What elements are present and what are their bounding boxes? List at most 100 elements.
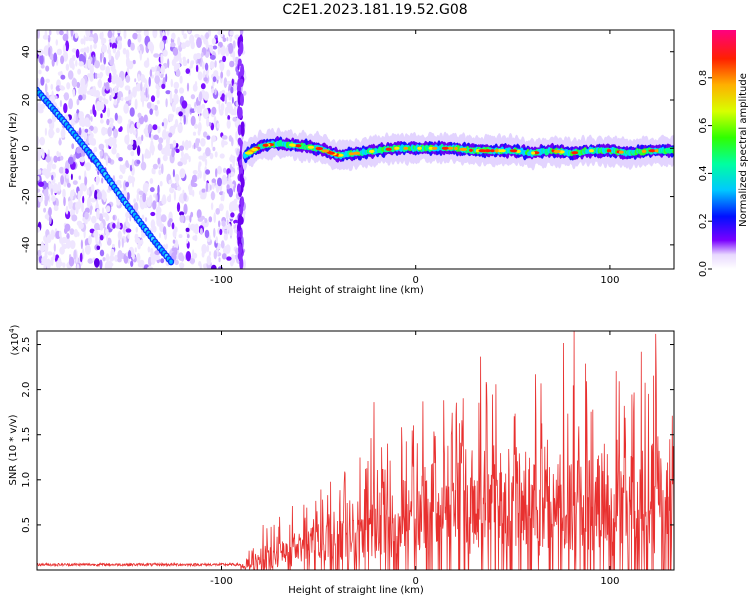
noise-speckle: [111, 147, 117, 155]
noise-speckle: [188, 30, 191, 34]
snr-y-multiplier: (x104): [8, 324, 21, 355]
noise-speckle: [171, 147, 175, 158]
noise-speckle: [143, 83, 147, 92]
noise-speckle: [82, 195, 85, 204]
noise-speckle: [37, 48, 44, 56]
band-hotspot: [428, 146, 434, 150]
noise-speckle: [53, 205, 59, 212]
noise-speckle: [44, 127, 48, 136]
noise-speckle: [157, 184, 160, 195]
noise-speckle: [130, 260, 134, 268]
noise-speckle: [201, 61, 205, 70]
noise-speckle: [87, 36, 94, 42]
noise-speckle: [198, 161, 202, 168]
noise-speckle: [162, 35, 167, 41]
noise-speckle: [110, 118, 114, 124]
band-hotspot: [394, 146, 400, 150]
band-hotspot: [641, 149, 647, 153]
noise-speckle: [117, 80, 121, 87]
band-hotspot: [294, 144, 302, 148]
noise-speckle: [38, 181, 45, 187]
noise-edge: [236, 183, 241, 194]
noise-speckle: [132, 87, 137, 98]
noise-speckle: [110, 35, 116, 44]
noise-speckle: [116, 35, 123, 43]
noise-speckle: [187, 103, 191, 109]
noise-speckle: [105, 155, 109, 166]
noise-speckle: [242, 90, 247, 96]
noise-speckle: [103, 192, 107, 203]
noise-speckle: [89, 72, 94, 82]
noise-speckle: [142, 192, 147, 203]
noise-speckle: [210, 191, 215, 201]
noise-speckle: [160, 214, 167, 223]
noise-speckle: [169, 90, 173, 102]
x-tick-label: 100: [600, 576, 619, 587]
noise-speckle: [123, 30, 127, 40]
noise-speckle: [37, 249, 42, 257]
noise-speckle: [190, 115, 196, 126]
noise-speckle: [86, 135, 89, 147]
noise-speckle: [86, 188, 90, 196]
noise-speckle: [153, 53, 160, 58]
noise-speckle: [134, 247, 137, 253]
band-hotspot: [469, 148, 473, 152]
noise-speckle: [37, 169, 42, 175]
noise-speckle: [135, 128, 138, 139]
noise-speckle: [154, 75, 160, 84]
noise-speckle: [103, 127, 109, 135]
band-hotspot: [348, 152, 355, 156]
noise-speckle: [144, 183, 150, 188]
noise-speckle: [104, 261, 111, 269]
spectrogram-frame: [36, 29, 675, 270]
noise-speckle: [174, 88, 178, 94]
noise-speckle: [69, 228, 75, 235]
noise-speckle: [37, 108, 44, 114]
noise-speckle: [111, 42, 118, 50]
noise-speckle: [152, 169, 156, 175]
noise-speckle: [222, 167, 227, 173]
noise-speckle: [151, 145, 155, 156]
x-tick-label: -100: [210, 576, 233, 587]
colorbar-tick-label: 0.4: [698, 165, 709, 181]
noise-speckle: [180, 150, 184, 158]
noise-speckle: [79, 252, 83, 263]
noise-speckle: [113, 142, 117, 149]
noise-speckle: [137, 261, 144, 268]
noise-speckle: [220, 195, 224, 202]
noise-speckle: [37, 188, 41, 193]
noise-speckle: [197, 146, 202, 152]
noise-speckle: [157, 157, 161, 165]
snr-x-ticks: -100 0 100: [210, 331, 619, 587]
noise-speckle: [205, 40, 209, 50]
page-title: C2E1.2023.181.19.52.G08: [282, 2, 468, 18]
noise-speckle: [150, 95, 156, 102]
snr-y-axis-label: SNR (10 * v/v): [8, 414, 19, 485]
noise-speckle: [80, 77, 86, 89]
noise-speckle: [192, 131, 197, 136]
noise-edge: [239, 173, 244, 183]
noise-speckle: [115, 224, 121, 229]
noise-speckle: [116, 49, 121, 58]
x-tick-label: -100: [210, 275, 233, 286]
noise-speckle: [181, 100, 188, 109]
colorbar-ticks: 0.0 0.2 0.4 0.6 0.8: [698, 70, 712, 277]
noise-speckle: [67, 182, 71, 188]
band-hotspot: [291, 143, 296, 147]
noise-speckle: [60, 128, 66, 139]
noise-speckle: [89, 44, 93, 50]
y-tick-label: 1.0: [21, 472, 32, 488]
noise-edge: [239, 256, 244, 269]
noise-speckle: [83, 35, 86, 46]
noise-speckle: [134, 78, 137, 83]
band-hotspot: [441, 146, 449, 150]
snr-series-line: [37, 331, 674, 570]
noise-speckle: [93, 146, 98, 153]
noise-speckle: [182, 59, 188, 67]
noise-speckle: [108, 72, 112, 81]
noise-edge: [239, 78, 244, 88]
noise-speckle: [70, 30, 74, 37]
noise-speckle: [107, 157, 112, 164]
band-hotspot: [648, 149, 656, 153]
noise-speckle: [55, 127, 60, 133]
